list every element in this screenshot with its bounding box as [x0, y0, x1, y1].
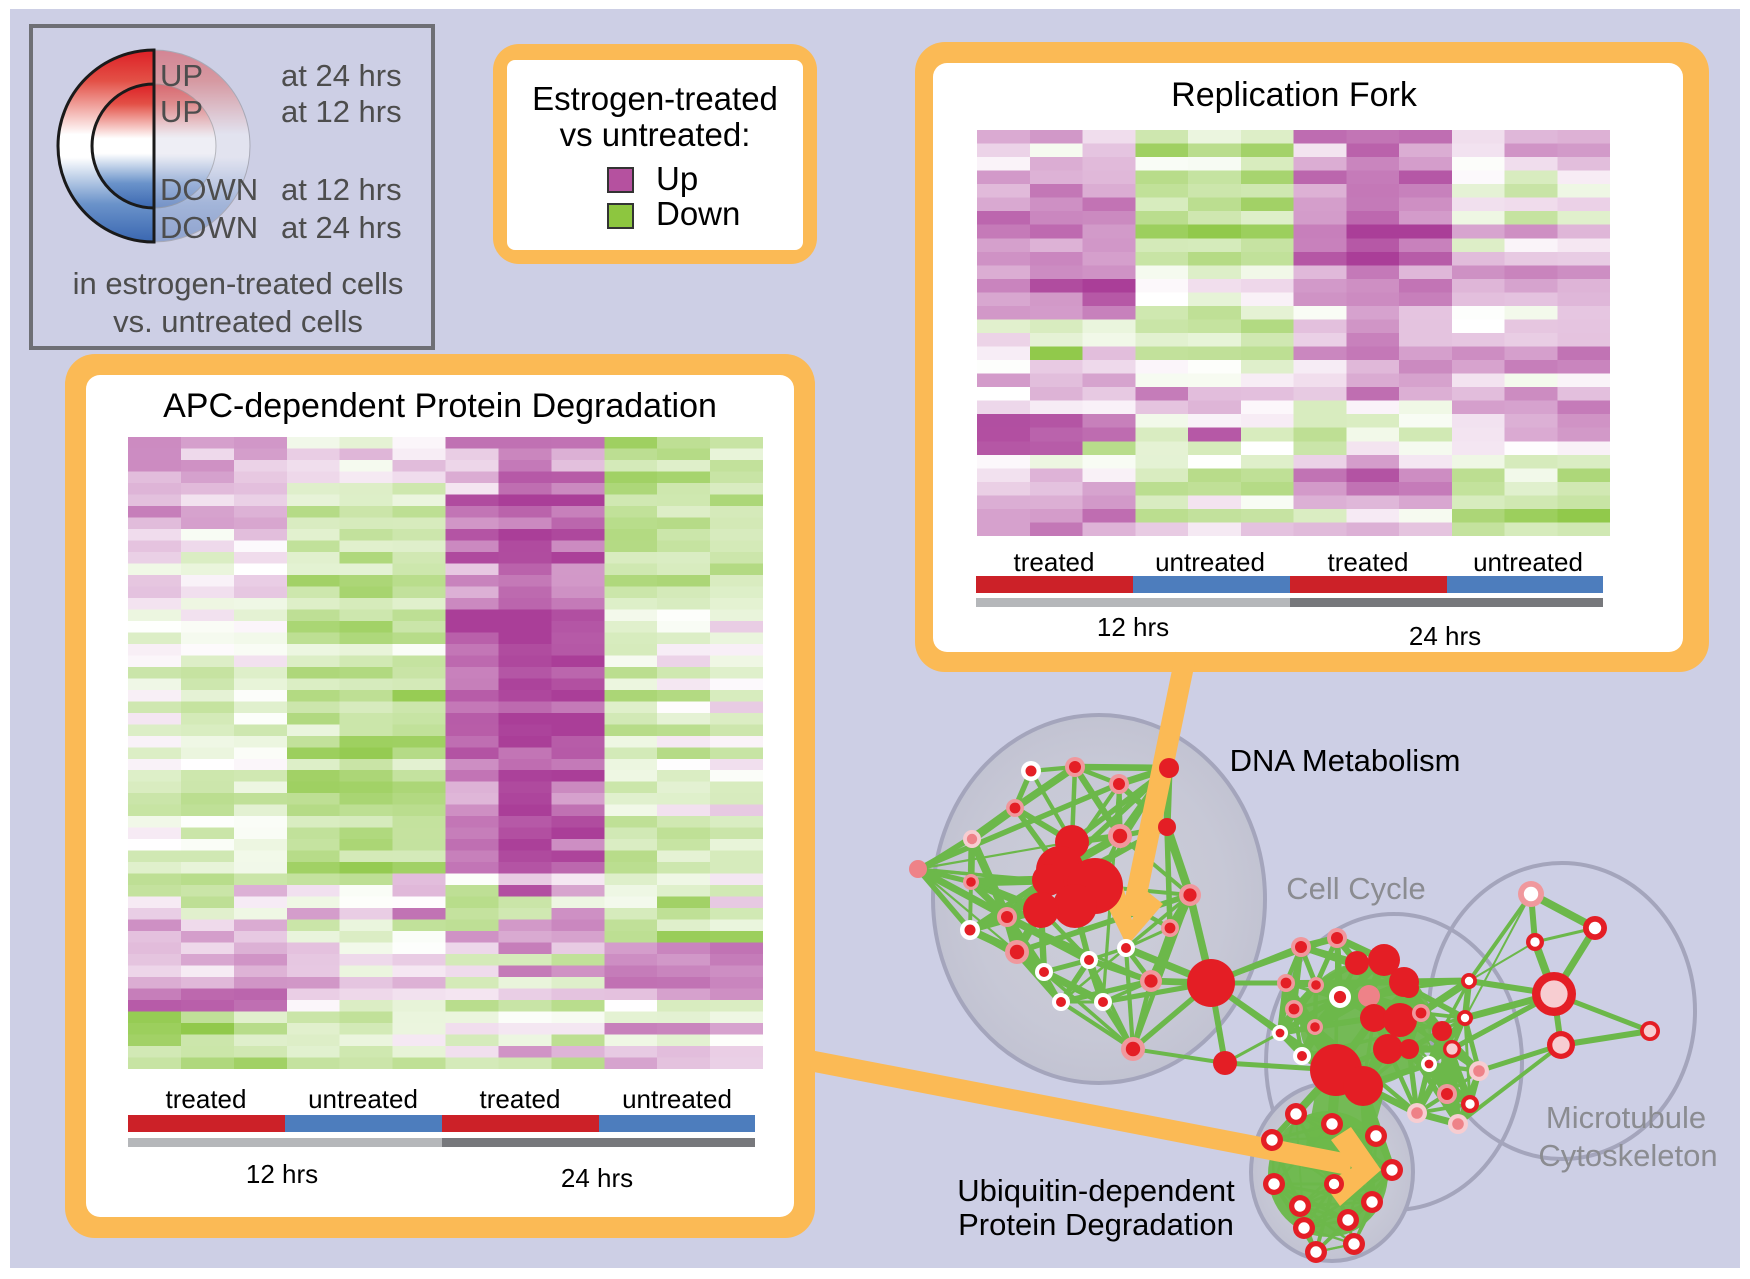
svg-text:DNA Metabolism: DNA Metabolism: [1230, 743, 1461, 778]
svg-text:Microtubule: Microtubule: [1546, 1100, 1706, 1135]
svg-text:Cell Cycle: Cell Cycle: [1286, 871, 1426, 906]
svg-text:Protein Degradation: Protein Degradation: [958, 1207, 1234, 1242]
svg-text:Cytoskeleton: Cytoskeleton: [1538, 1138, 1717, 1173]
svg-text:Ubiquitin-dependent: Ubiquitin-dependent: [957, 1173, 1235, 1208]
